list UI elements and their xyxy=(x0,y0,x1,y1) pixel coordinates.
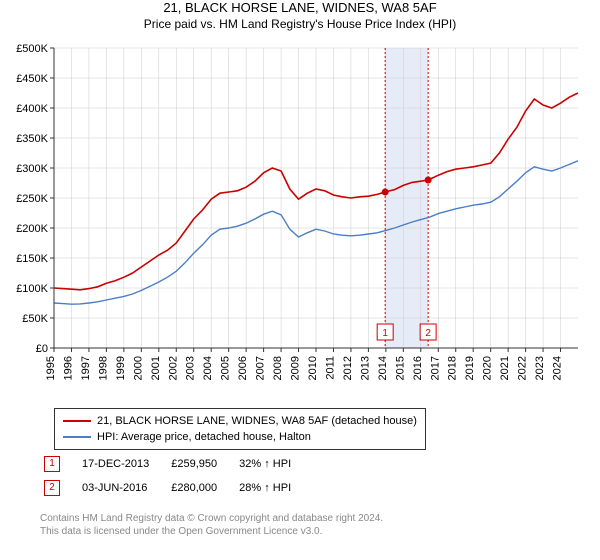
legend-label: 21, BLACK HORSE LANE, WIDNES, WA8 5AF (d… xyxy=(97,415,417,427)
svg-text:2014: 2014 xyxy=(377,356,389,380)
svg-text:2006: 2006 xyxy=(237,356,249,380)
svg-text:2004: 2004 xyxy=(202,356,214,380)
svg-text:£500K: £500K xyxy=(16,43,48,55)
legend-swatch xyxy=(63,436,91,438)
chart-title: 21, BLACK HORSE LANE, WIDNES, WA8 5AF xyxy=(0,0,600,17)
chart-area: £0 £50K £100K £150K £200K £250K £300K £350K £400… xyxy=(0,40,600,400)
svg-text:£450K: £450K xyxy=(16,73,48,85)
legend: 21, BLACK HORSE LANE, WIDNES, WA8 5AF (d… xyxy=(54,408,426,450)
sales-table: 1 17-DEC-2013£259,95032% ↑ HPI 2 03-JUN-201… xyxy=(40,452,309,500)
sale-marker: 2 xyxy=(44,480,60,496)
svg-text:1998: 1998 xyxy=(97,356,109,380)
sale-row: 2 03-JUN-2016£280,00028% ↑ HPI xyxy=(40,476,309,500)
svg-text:£250K: £250K xyxy=(16,193,48,205)
svg-text:2008: 2008 xyxy=(272,356,284,380)
svg-text:2016: 2016 xyxy=(412,356,424,380)
legend-item: HPI: Average price, detached house, Halt… xyxy=(63,429,417,445)
svg-text:2013: 2013 xyxy=(359,356,371,380)
svg-text:2024: 2024 xyxy=(552,356,564,380)
svg-text:1995: 1995 xyxy=(45,356,57,380)
svg-text:2010: 2010 xyxy=(307,356,319,380)
sale-marker: 1 xyxy=(44,456,60,472)
sale-date: 03-JUN-2016 xyxy=(78,476,167,500)
svg-text:£350K: £350K xyxy=(16,133,48,145)
svg-text:1999: 1999 xyxy=(115,356,127,380)
svg-text:2021: 2021 xyxy=(499,356,511,380)
legend-label: HPI: Average price, detached house, Halt… xyxy=(97,431,311,443)
sale-price: £259,950 xyxy=(167,452,235,476)
svg-text:£300K: £300K xyxy=(16,163,48,175)
licence-line2: This data is licensed under the Open Gov… xyxy=(40,525,383,538)
licence-line1: Contains HM Land Registry data © Crown c… xyxy=(40,512,383,525)
svg-text:2022: 2022 xyxy=(517,356,529,380)
sale-delta: 28% ↑ HPI xyxy=(235,476,309,500)
legend-item: 21, BLACK HORSE LANE, WIDNES, WA8 5AF (d… xyxy=(63,413,417,429)
svg-text:2020: 2020 xyxy=(482,356,494,380)
svg-text:1997: 1997 xyxy=(80,356,92,380)
licence-text: Contains HM Land Registry data © Crown c… xyxy=(40,512,383,538)
svg-text:£200K: £200K xyxy=(16,223,48,235)
svg-text:2002: 2002 xyxy=(167,356,179,380)
sale-delta: 32% ↑ HPI xyxy=(235,452,309,476)
sale-row: 1 17-DEC-2013£259,95032% ↑ HPI xyxy=(40,452,309,476)
svg-text:2011: 2011 xyxy=(324,356,336,380)
svg-text:2012: 2012 xyxy=(342,356,354,380)
svg-text:£100K: £100K xyxy=(16,283,48,295)
svg-text:2018: 2018 xyxy=(447,356,459,380)
svg-text:2: 2 xyxy=(425,328,431,339)
sale-date: 17-DEC-2013 xyxy=(78,452,167,476)
chart-subtitle: Price paid vs. HM Land Registry's House … xyxy=(0,17,600,31)
svg-text:2001: 2001 xyxy=(150,356,162,380)
sale-price: £280,000 xyxy=(167,476,235,500)
svg-text:2000: 2000 xyxy=(132,356,144,380)
legend-swatch xyxy=(63,420,91,422)
svg-text:£400K: £400K xyxy=(16,103,48,115)
svg-text:£50K: £50K xyxy=(22,313,48,325)
svg-text:2009: 2009 xyxy=(290,356,302,380)
svg-text:2017: 2017 xyxy=(429,356,441,380)
svg-text:2019: 2019 xyxy=(464,356,476,380)
svg-text:2015: 2015 xyxy=(394,356,406,380)
svg-text:2005: 2005 xyxy=(220,356,232,380)
svg-text:2023: 2023 xyxy=(534,356,546,380)
svg-text:1: 1 xyxy=(382,328,388,339)
line-chart: £0 £50K £100K £150K £200K £250K £300K £350K £400… xyxy=(0,40,600,400)
svg-text:1996: 1996 xyxy=(62,356,74,380)
svg-text:£150K: £150K xyxy=(16,253,48,265)
svg-text:2003: 2003 xyxy=(185,356,197,380)
svg-text:£0: £0 xyxy=(36,343,48,355)
svg-text:2007: 2007 xyxy=(255,356,267,380)
